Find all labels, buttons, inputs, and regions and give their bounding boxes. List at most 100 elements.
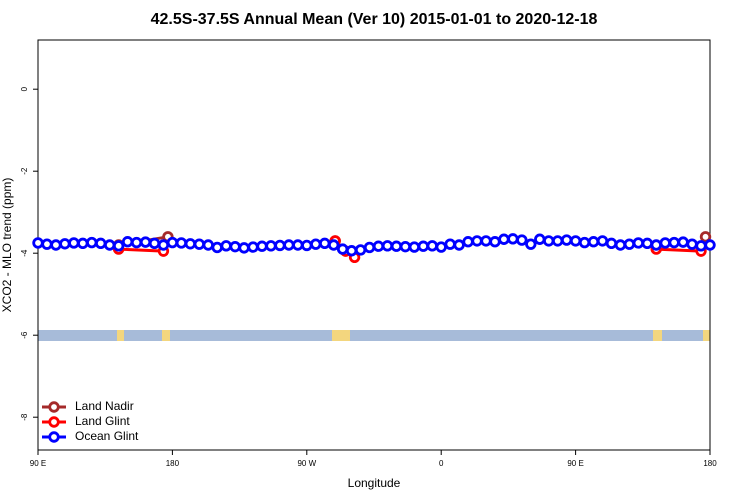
- data-point: [614, 239, 627, 251]
- data-point: [59, 238, 71, 250]
- data-point: [453, 239, 465, 251]
- data-point: [184, 238, 197, 250]
- ocean-strip: [38, 330, 710, 341]
- data-point: [677, 236, 689, 248]
- chart-title: 42.5S-37.5S Annual Mean (Ver 10) 2015-01…: [151, 11, 598, 28]
- legend-label: Land Nadir: [75, 399, 134, 413]
- data-point: [632, 237, 645, 249]
- data-point: [543, 235, 555, 247]
- data-point: [202, 239, 214, 251]
- data-point: [103, 239, 116, 251]
- data-point: [498, 233, 510, 245]
- legend-label: Land Glint: [75, 414, 130, 428]
- y-axis-label: XCO2 - MLO trend (ppm): [0, 178, 14, 313]
- data-point: [157, 239, 170, 251]
- x-tick-label: 90 E: [30, 459, 46, 468]
- land-patch: [162, 330, 170, 341]
- series: [32, 233, 716, 257]
- y-tick-label: -8: [20, 413, 29, 421]
- data-point: [569, 235, 582, 247]
- data-point: [363, 241, 376, 254]
- data-point: [345, 245, 358, 257]
- data-point: [247, 241, 259, 253]
- data-point: [193, 238, 205, 250]
- land-patch: [653, 330, 662, 341]
- data-point: [668, 236, 680, 249]
- data-point: [86, 236, 98, 249]
- data-point: [211, 241, 223, 254]
- data-point: [560, 234, 573, 246]
- x-tick-label: 0: [439, 459, 444, 468]
- data-point: [480, 235, 492, 247]
- data-point: [578, 236, 591, 249]
- data-point: [444, 238, 456, 250]
- data-point: [68, 237, 80, 249]
- data-point: [587, 236, 600, 248]
- data-point: [220, 240, 232, 252]
- data-point: [238, 242, 250, 254]
- data-point: [265, 240, 277, 252]
- data-point: [605, 237, 618, 250]
- data-point: [596, 235, 609, 247]
- land-patch: [703, 330, 710, 341]
- data-point: [623, 238, 636, 250]
- data-point: [372, 240, 385, 252]
- data-point: [50, 239, 62, 251]
- x-axis-label: Longitude: [348, 476, 401, 490]
- y-tick-label: 0: [20, 86, 29, 91]
- data-point: [462, 236, 474, 248]
- x-tick-label: 180: [703, 459, 717, 468]
- data-point: [390, 240, 403, 252]
- data-point: [426, 240, 438, 252]
- data-point: [704, 239, 716, 251]
- data-point: [310, 238, 322, 250]
- y-tick-label: -2: [20, 167, 29, 175]
- data-point: [551, 235, 564, 247]
- legend-marker: [48, 416, 60, 428]
- data-point: [229, 240, 241, 253]
- data-point: [525, 238, 537, 250]
- data-point: [139, 236, 152, 248]
- data-point: [166, 236, 179, 249]
- data-point: [381, 240, 394, 252]
- data-point: [471, 235, 483, 247]
- data-point: [659, 237, 671, 249]
- data-point: [489, 236, 501, 248]
- data-point: [399, 240, 412, 253]
- data-point: [112, 240, 125, 252]
- data-point: [327, 239, 340, 251]
- surface-mask: [38, 330, 710, 341]
- data-point: [650, 239, 662, 251]
- data-point: [95, 237, 107, 250]
- data-point: [516, 234, 528, 246]
- data-point: [256, 240, 268, 252]
- data-point: [435, 241, 447, 253]
- data-point: [408, 241, 421, 253]
- data-point: [336, 243, 349, 255]
- data-point: [121, 236, 134, 248]
- data-point: [41, 238, 53, 250]
- data-point: [130, 236, 143, 249]
- series-segment: [656, 247, 702, 253]
- data-point: [695, 240, 707, 252]
- series-segment: [118, 247, 164, 253]
- legend-marker: [48, 401, 60, 413]
- y-tick-label: -4: [20, 249, 29, 257]
- legend-label: Ocean Glint: [75, 429, 139, 443]
- data-point: [148, 237, 161, 250]
- data-point: [507, 233, 519, 245]
- data-point: [641, 237, 653, 250]
- data-point: [283, 239, 295, 251]
- data-point: [354, 244, 367, 256]
- data-point: [292, 239, 304, 251]
- legend-marker: [48, 431, 60, 443]
- data-point: [32, 237, 44, 249]
- data-point: [175, 237, 188, 249]
- y-tick-label: -6: [20, 331, 29, 339]
- x-tick-label: 90 W: [297, 459, 316, 468]
- data-point: [417, 240, 429, 252]
- land-patch: [332, 330, 350, 341]
- data-point: [77, 237, 89, 250]
